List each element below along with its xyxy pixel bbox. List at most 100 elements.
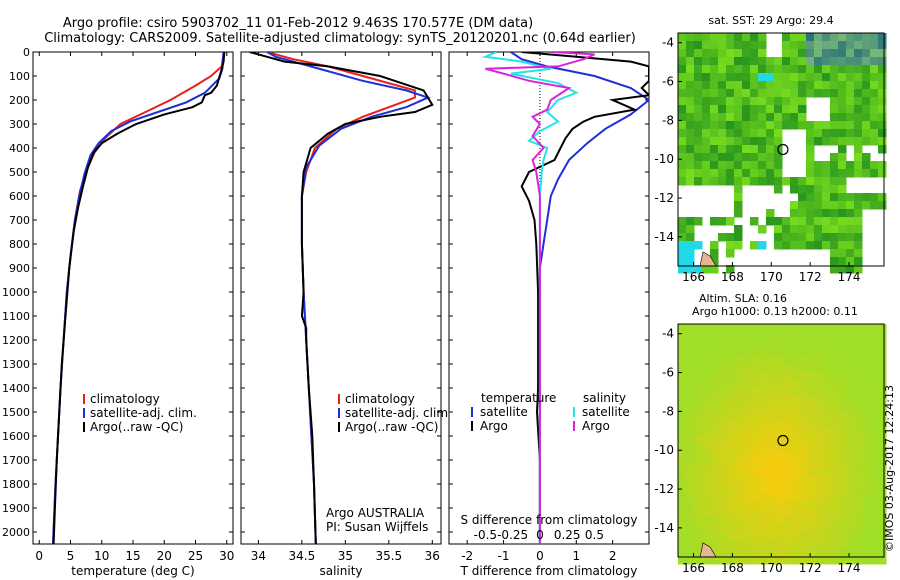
heatmap-cell: [726, 380, 735, 389]
heatmap-cell: [838, 532, 847, 541]
heatmap-cell: [846, 57, 855, 66]
heatmap-cell: [798, 73, 807, 82]
heatmap-cell: [774, 548, 783, 557]
heatmap-cell: [830, 265, 839, 274]
heatmap-cell: [726, 364, 735, 373]
heatmap-cell: [758, 340, 767, 349]
heatmap-cell: [766, 89, 775, 98]
heatmap-cell: [854, 460, 863, 469]
heatmap-cell: [766, 404, 775, 413]
heatmap-cell: [678, 89, 687, 98]
heatmap-cell: [806, 145, 815, 154]
x-tick-label: 172: [799, 270, 822, 284]
heatmap-cell: [758, 57, 767, 66]
heatmap-cell: [678, 428, 687, 437]
heatmap-cell: [734, 193, 743, 202]
heatmap-cell: [694, 348, 703, 357]
heatmap-cell: [830, 249, 839, 258]
heatmap-cell: [854, 348, 863, 357]
heatmap-cell: [726, 524, 735, 533]
map-title: sat. SST: 29 Argo: 29.4: [708, 14, 833, 27]
heatmap-cell: [878, 516, 887, 525]
heatmap-cell: [830, 209, 839, 218]
heatmap-cell: [782, 508, 791, 517]
heatmap-cell: [750, 516, 759, 525]
heatmap-cell: [726, 49, 735, 58]
heatmap-cell: [750, 324, 759, 333]
heatmap-cell: [830, 33, 839, 42]
heatmap-cell: [734, 396, 743, 405]
legend-title: salinity: [583, 391, 626, 405]
heatmap-cell: [878, 492, 887, 501]
heatmap-cell: [862, 193, 871, 202]
heatmap-cell: [758, 532, 767, 541]
heatmap-cell: [862, 137, 871, 146]
heatmap-cell: [862, 532, 871, 541]
heatmap-cell: [678, 500, 687, 509]
heatmap-cell: [846, 540, 855, 549]
heatmap-cell: [806, 540, 815, 549]
heatmap-cell: [862, 444, 871, 453]
heatmap-cell: [678, 41, 687, 50]
heatmap-cell: [870, 420, 879, 429]
heatmap-cell: [694, 97, 703, 106]
heatmap-cell: [782, 113, 791, 122]
heatmap-cell: [854, 372, 863, 381]
heatmap-cell: [718, 500, 727, 509]
heatmap-cell: [750, 428, 759, 437]
heatmap-cell: [838, 217, 847, 226]
heatmap-cell: [854, 233, 863, 242]
heatmap-cell: [702, 129, 711, 138]
heatmap-cell: [742, 161, 751, 170]
heatmap-cell: [838, 185, 847, 194]
heatmap-cell: [710, 364, 719, 373]
heatmap-cell: [678, 153, 687, 162]
heatmap-cell: [774, 73, 783, 82]
heatmap-cell: [870, 372, 879, 381]
temperature-panel: 0 5 10 15 20 25 300100200300400500600700800900…: [2, 46, 234, 578]
heatmap-cell: [830, 420, 839, 429]
heatmap-cell: [742, 548, 751, 557]
heatmap-cell: [846, 169, 855, 178]
heatmap-cell: [782, 380, 791, 389]
heatmap-cell: [870, 41, 879, 50]
heatmap-cell: [782, 452, 791, 461]
heatmap-cell: [782, 372, 791, 381]
heatmap-cell: [686, 364, 695, 373]
heatmap-cell: [718, 508, 727, 517]
heatmap-cell: [710, 73, 719, 82]
heatmap-cell: [822, 73, 831, 82]
heatmap-cell: [806, 121, 815, 130]
heatmap-cell: [702, 388, 711, 397]
heatmap-cell: [702, 484, 711, 493]
heatmap-cell: [726, 121, 735, 130]
heatmap-cell: [702, 121, 711, 130]
heatmap-cell: [822, 396, 831, 405]
heatmap-cell: [878, 49, 887, 58]
heatmap-cell: [854, 161, 863, 170]
heatmap-cell: [798, 516, 807, 525]
heatmap-cell: [790, 113, 799, 122]
heatmap-cell: [854, 412, 863, 421]
heatmap-cell: [878, 129, 887, 138]
heatmap-cell: [774, 492, 783, 501]
heatmap-cell: [846, 89, 855, 98]
heatmap-cell: [718, 169, 727, 178]
heatmap-cell: [758, 65, 767, 74]
heatmap-cell: [774, 129, 783, 138]
heatmap-cells: [678, 33, 887, 274]
heatmap-cell: [806, 65, 815, 74]
heatmap-cell: [726, 41, 735, 50]
heatmap-cell: [782, 388, 791, 397]
heatmap-cell: [774, 57, 783, 66]
heatmap-cell: [830, 153, 839, 162]
heatmap-cell: [694, 396, 703, 405]
heatmap-cell: [814, 380, 823, 389]
heatmap-cell: [806, 372, 815, 381]
heatmap-cell: [750, 436, 759, 445]
heatmap-cell: [854, 73, 863, 82]
heatmap-cell: [822, 324, 831, 333]
heatmap-cell: [766, 556, 775, 565]
heatmap-cell: [734, 460, 743, 469]
heatmap-cell: [766, 492, 775, 501]
